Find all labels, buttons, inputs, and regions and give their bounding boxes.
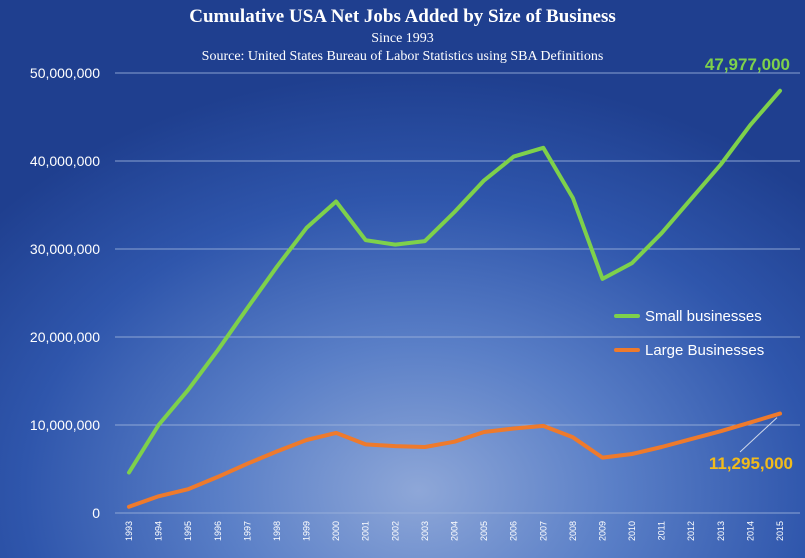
- y-tick-label: 30,000,000: [30, 241, 100, 257]
- x-tick-label: 2015: [775, 521, 785, 541]
- y-tick-label: 0: [92, 505, 100, 521]
- x-tick-label: 2003: [420, 521, 430, 541]
- x-tick-label: 2010: [627, 521, 637, 541]
- x-tick-label: 2012: [686, 521, 696, 541]
- x-tick-label: 2006: [509, 521, 519, 541]
- x-tick-label: 1995: [183, 521, 193, 541]
- x-tick-label: 1997: [242, 521, 252, 541]
- legend-large-businesses-label: Large Businesses: [645, 342, 764, 359]
- x-tick-label: 2004: [450, 521, 460, 541]
- x-tick-label: 2005: [479, 521, 489, 541]
- x-tick-label: 1993: [124, 521, 134, 541]
- x-tick-label: 2014: [745, 521, 755, 541]
- large-businesses-line: [127, 411, 782, 509]
- chart-source: Source: United States Bureau of Labor St…: [201, 49, 604, 64]
- y-tick-label: 50,000,000: [30, 65, 100, 81]
- chart-title: Cumulative USA Net Jobs Added by Size of…: [189, 6, 616, 27]
- x-tick-label: 1999: [302, 521, 312, 541]
- y-tick-label: 40,000,000: [30, 153, 100, 169]
- x-tick-label: 2009: [597, 521, 607, 541]
- small-businesses-line: [127, 88, 782, 475]
- x-tick-label: 2001: [361, 521, 371, 541]
- x-tick-label: 2002: [390, 521, 400, 541]
- x-tick-label: 2007: [538, 521, 548, 541]
- x-tick-label: 2000: [331, 521, 341, 541]
- x-tick-label: 1994: [154, 521, 164, 541]
- chart-subtitle: Since 1993: [371, 31, 434, 46]
- x-tick-label: 1998: [272, 521, 282, 541]
- large-businesses-callout-line: [739, 417, 778, 453]
- x-tick-label: 2013: [716, 521, 726, 541]
- y-tick-label: 20,000,000: [30, 329, 100, 345]
- large-businesses-end-value: 11,295,000: [709, 454, 793, 473]
- y-tick-label: 10,000,000: [30, 417, 100, 433]
- x-tick-label: 2008: [568, 521, 578, 541]
- small-businesses-end-value: 47,977,000: [705, 55, 790, 74]
- x-tick-label: 1996: [213, 521, 223, 541]
- legend-small-businesses-label: Small businesses: [645, 308, 762, 325]
- x-tick-label: 2011: [657, 521, 667, 540]
